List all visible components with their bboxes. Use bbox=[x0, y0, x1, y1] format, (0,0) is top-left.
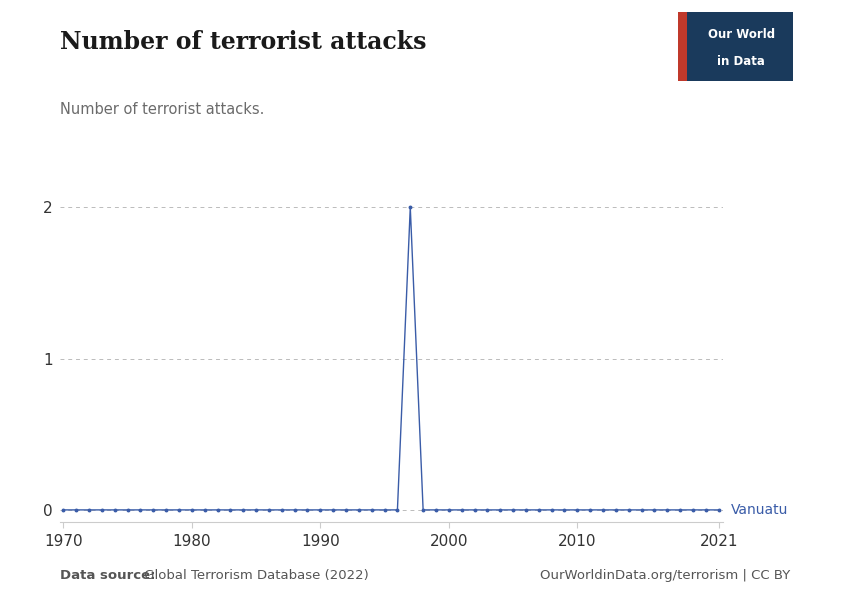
Text: Our World: Our World bbox=[708, 28, 775, 41]
Text: Data source:: Data source: bbox=[60, 569, 155, 582]
Text: Vanuatu: Vanuatu bbox=[731, 503, 788, 517]
Text: Global Terrorism Database (2022): Global Terrorism Database (2022) bbox=[140, 569, 369, 582]
Text: OurWorldinData.org/terrorism | CC BY: OurWorldinData.org/terrorism | CC BY bbox=[541, 569, 790, 582]
Text: Number of terrorist attacks: Number of terrorist attacks bbox=[60, 30, 426, 54]
Text: in Data: in Data bbox=[717, 55, 765, 68]
Text: Number of terrorist attacks.: Number of terrorist attacks. bbox=[60, 102, 264, 117]
